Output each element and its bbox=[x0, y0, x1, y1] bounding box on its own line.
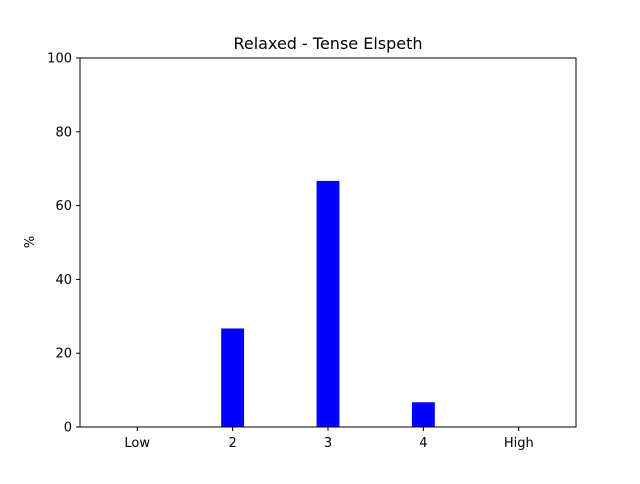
bars-group bbox=[221, 180, 435, 427]
x-ticks-group: Low 2 3 4 High bbox=[124, 427, 534, 451]
plot-frame bbox=[79, 57, 577, 428]
y-tick-label: 100 bbox=[47, 52, 72, 67]
x-tick-label: 4 bbox=[419, 436, 427, 451]
bar-2 bbox=[221, 328, 245, 427]
y-tick-label: 20 bbox=[55, 347, 72, 362]
x-tick-label: High bbox=[504, 436, 534, 451]
chart-title: Relaxed - Tense Elspeth bbox=[233, 34, 422, 53]
y-tick-label: 40 bbox=[55, 273, 72, 288]
y-tick-label: 0 bbox=[64, 421, 72, 436]
bar-3 bbox=[316, 180, 340, 427]
y-tick-label: 60 bbox=[55, 199, 72, 214]
x-tick-label: 3 bbox=[324, 436, 332, 451]
x-tick-label: 2 bbox=[228, 436, 236, 451]
y-tick-label: 80 bbox=[55, 125, 72, 140]
y-ticks-group: 0 20 40 60 80 100 bbox=[47, 52, 80, 436]
y-axis-label: % bbox=[23, 236, 38, 248]
x-tick-label: Low bbox=[124, 436, 150, 451]
bar-4 bbox=[411, 402, 435, 427]
